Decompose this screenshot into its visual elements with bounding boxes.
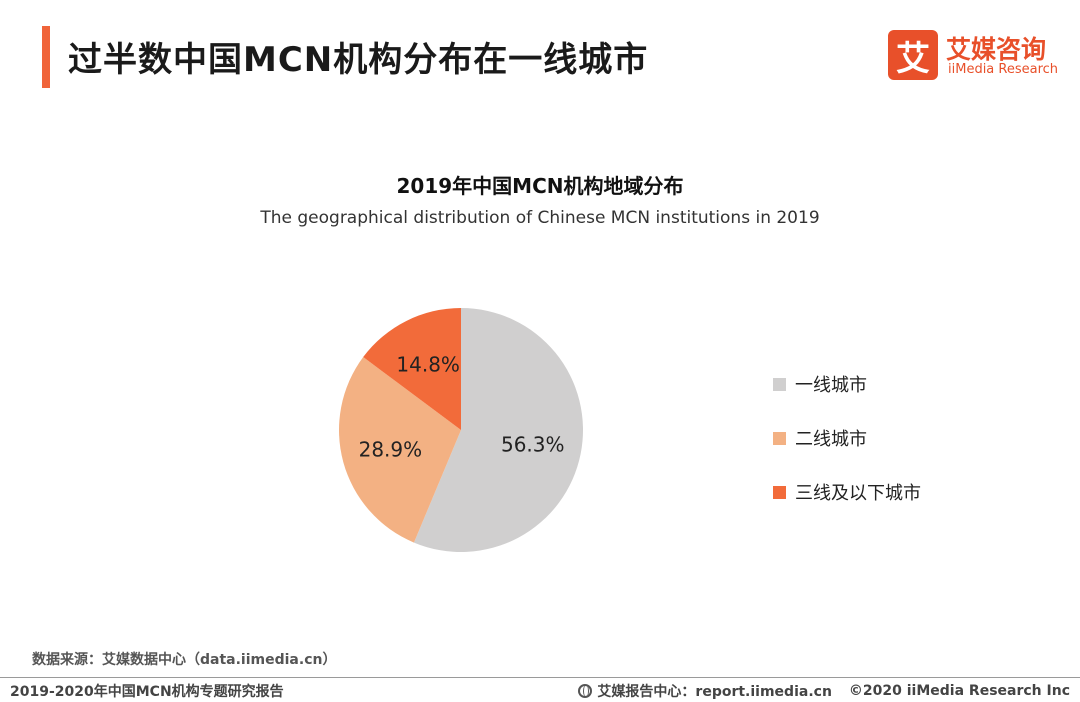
pie-label-tier1: 56.3% [501,432,565,456]
legend-item-tier2: 二线城市 [773,424,921,452]
pie-label-tier2: 28.9% [359,437,423,461]
legend-swatch-tier3 [773,485,786,499]
legend-label-tier3: 三线及以下城市 [795,483,921,504]
chart-title: 2019年中国MCN机构地域分布 [396,174,684,198]
logo-name-cn: 艾媒咨询 [946,35,1047,64]
globe-icon [578,684,593,698]
legend-swatch-tier1 [773,377,786,391]
legend-label-tier1: 一线城市 [795,375,867,396]
pie-slice-tier3 [363,308,461,430]
chart-subtitle: The geographical distribution of Chinese… [260,208,820,228]
data-source-note: 数据来源：艾媒数据中心（data.iimedia.cn） [32,652,337,668]
legend-item-tier3: 三线及以下城市 [773,478,921,506]
footer-divider [0,677,1080,678]
title-accent-bar [42,26,50,88]
logo-name-en: iiMedia Research [948,62,1059,77]
pie-label-tier3: 14.8% [396,353,460,377]
legend-label-tier2: 二线城市 [795,429,867,450]
copyright: ©2020 iiMedia Research Inc [848,683,1070,699]
legend-swatch-tier2 [773,431,786,445]
footer-right: 艾媒报告中心：report.iimedia.cn ©2020 iiMedia R… [578,681,1070,701]
brand-logo: 艾 艾媒咨询 iiMedia Research [888,30,1063,82]
report-title: 2019-2020年中国MCN机构专题研究报告 [10,684,284,700]
page-title: 过半数中国MCN机构分布在一线城市 [68,40,649,80]
logo-mark-icon: 艾 [888,30,938,80]
report-site-link[interactable]: 艾媒报告中心：report.iimedia.cn [597,684,832,700]
pie-slice-tier1 [413,308,584,552]
pie-slice-tier2 [339,357,461,543]
chart-legend: 一线城市 二线城市 三线及以下城市 [773,370,921,532]
legend-item-tier1: 一线城市 [773,370,921,398]
